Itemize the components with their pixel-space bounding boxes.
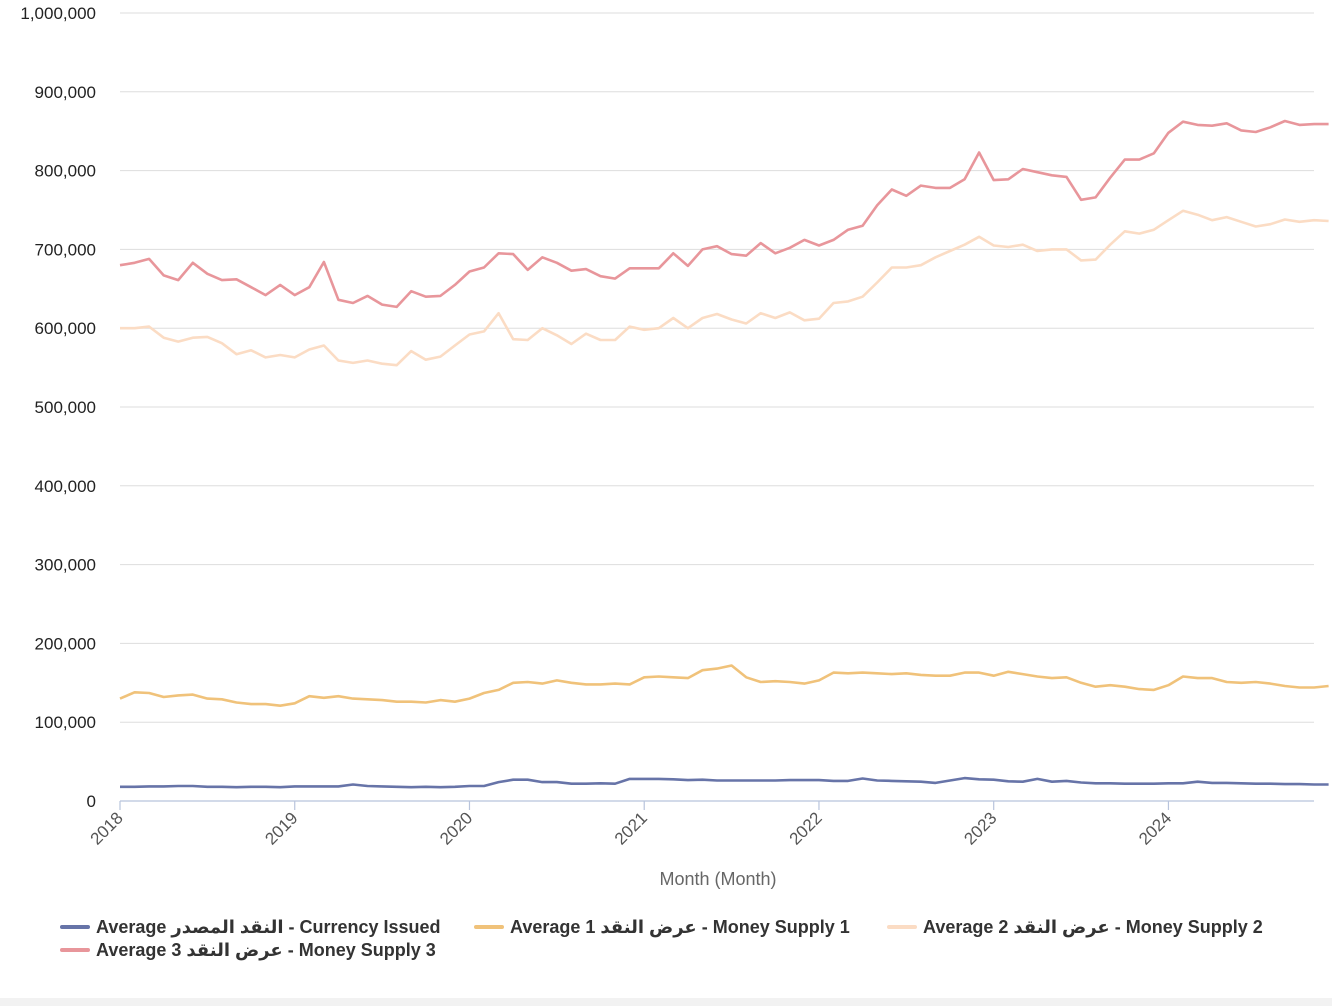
y-tick-label: 400,000 (35, 477, 96, 496)
x-tick-label: 2024 (1135, 808, 1175, 848)
legend-item[interactable]: Average النقد المصدر - Currency Issued (60, 917, 441, 937)
legend-label: Average 3 عرض النقد - Money Supply 3 (96, 940, 436, 961)
series-line[interactable] (120, 776, 1329, 789)
footer-bar (0, 998, 1332, 1006)
gridlines (120, 12, 1314, 723)
legend-item[interactable]: Average 1 عرض النقد - Money Supply 1 (474, 917, 850, 938)
y-tick-label: 100,000 (35, 713, 96, 732)
x-tick-label: 2022 (786, 808, 826, 848)
x-tick-label: 2021 (611, 808, 651, 848)
series-line[interactable] (120, 209, 1329, 367)
legend-label: Average 1 عرض النقد - Money Supply 1 (510, 917, 850, 938)
series-line[interactable] (119, 119, 1329, 309)
y-tick-label: 900,000 (35, 83, 96, 102)
y-tick-label: 600,000 (35, 319, 96, 338)
y-tick-label: 1,000,000 (20, 4, 96, 23)
legend-item[interactable]: Average 2 عرض النقد - Money Supply 2 (887, 917, 1263, 938)
legend-label: Average النقد المصدر - Currency Issued (96, 917, 441, 937)
legend[interactable]: Average النقد المصدر - Currency Issued Av… (60, 917, 1263, 961)
series-line[interactable] (119, 664, 1329, 708)
x-tick-label: 2018 (87, 808, 127, 848)
legend-item[interactable]: Average 3 عرض النقد - Money Supply 3 (60, 940, 436, 961)
x-tick-label: 2019 (261, 808, 301, 848)
y-axis-ticks: 0 100,000 200,000 300,000 400,000 500,000 600,… (20, 4, 96, 811)
x-tick-label: 2023 (960, 808, 1000, 848)
series-lines (119, 119, 1329, 789)
y-tick-label: 800,000 (35, 162, 96, 181)
x-axis-label: Month (Month) (659, 869, 776, 889)
y-tick-label: 200,000 (35, 634, 96, 653)
y-tick-label: 0 (87, 792, 96, 811)
y-tick-label: 300,000 (35, 556, 96, 575)
y-tick-label: 700,000 (35, 240, 96, 259)
y-tick-label: 500,000 (35, 398, 96, 417)
x-axis: 2018 2019 2020 2021 2022 2023 2024 (87, 800, 1314, 849)
legend-label: Average 2 عرض النقد - Money Supply 2 (923, 917, 1263, 938)
x-tick-label: 2020 (436, 808, 476, 848)
